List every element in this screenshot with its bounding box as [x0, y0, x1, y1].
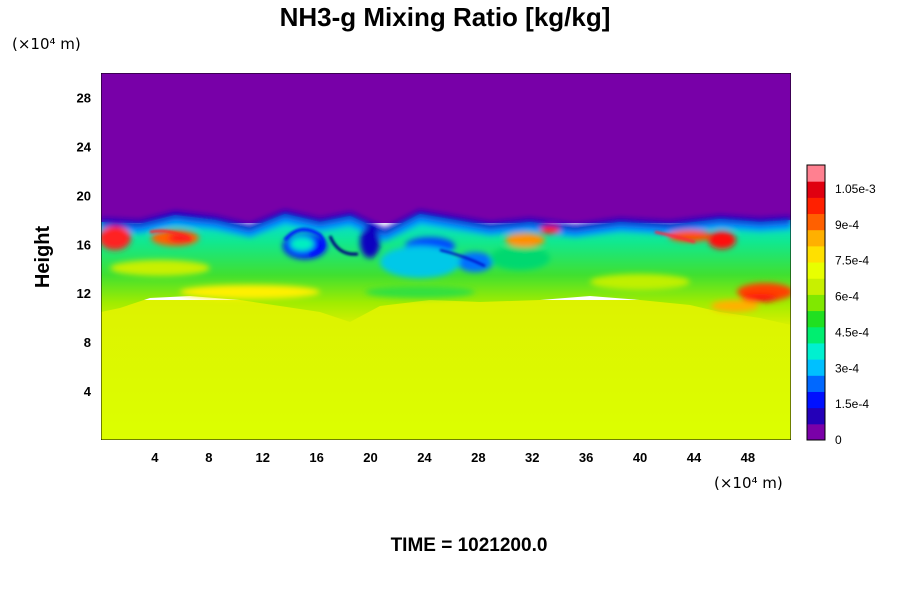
colorbar-tick-label: 3e-4 — [835, 361, 859, 375]
colorbar-tick-label: 1.5e-4 — [835, 397, 869, 411]
colorbar-segment — [807, 165, 825, 182]
x-tick-label: 40 — [633, 450, 647, 465]
colorbar-tick-label: 6e-4 — [835, 290, 859, 304]
y-axis-label: Height — [32, 226, 54, 289]
y-tick-label: 20 — [77, 188, 91, 203]
colorbar-segment — [807, 229, 825, 247]
chart-title: NH3-g Mixing Ratio [kg/kg] — [280, 2, 611, 32]
lower-layer-region — [101, 300, 791, 440]
x-axis-ticks: 4 8 12 16 20 24 28 32 36 40 44 48 — [151, 450, 755, 465]
y-tick-label: 12 — [77, 286, 91, 301]
colorbar-segment — [807, 423, 825, 441]
colorbar-segment — [807, 245, 825, 263]
colorbar-tick-label: 1.05e-3 — [835, 182, 876, 196]
colorbar-segment — [807, 262, 825, 279]
plot-area — [101, 73, 791, 440]
colorbar-segment — [807, 391, 825, 409]
colorbar-segment — [807, 181, 825, 198]
upper-layer-region — [101, 73, 791, 223]
x-tick-label: 32 — [525, 450, 539, 465]
colorbar: 0 1.5e-4 3e-4 4.5e-4 6e-4 7.5e-4 9e-4 1.05e-3 — [806, 164, 876, 447]
colorbar-segment — [807, 213, 825, 231]
colorbar-segment — [807, 197, 825, 215]
x-tick-label: 24 — [417, 450, 432, 465]
x-tick-label: 28 — [471, 450, 485, 465]
y-axis-unit: (×10⁴ m) — [12, 35, 81, 53]
colorbar-segment — [807, 407, 825, 425]
y-tick-label: 28 — [77, 90, 91, 105]
y-tick-label: 4 — [84, 384, 92, 399]
time-label: TIME = 1021200.0 — [391, 535, 548, 556]
x-tick-label: 36 — [579, 450, 593, 465]
colorbar-tick-label: 7.5e-4 — [835, 254, 869, 268]
colorbar-segment — [807, 359, 825, 376]
colorbar-frame — [806, 164, 826, 441]
colorbar-segment — [807, 294, 825, 312]
colorbar-tick-label: 9e-4 — [835, 218, 859, 232]
x-tick-label: 16 — [309, 450, 323, 465]
x-tick-label: 8 — [205, 450, 212, 465]
x-tick-label: 44 — [687, 450, 702, 465]
x-tick-label: 4 — [151, 450, 159, 465]
y-tick-label: 24 — [77, 139, 92, 154]
x-tick-label: 20 — [363, 450, 377, 465]
y-axis-ticks: 4 8 12 16 20 24 28 — [77, 90, 92, 399]
y-tick-label: 16 — [77, 237, 91, 252]
colorbar-tick-label: 4.5e-4 — [835, 325, 869, 339]
colorbar-segment — [807, 278, 825, 295]
x-tick-label: 48 — [741, 450, 755, 465]
colorbar-segment — [807, 326, 825, 344]
colorbar-segment — [807, 375, 825, 392]
colorbar-segment — [807, 342, 825, 360]
y-tick-label: 8 — [84, 335, 91, 350]
colorbar-segment — [807, 310, 825, 328]
x-axis-unit: (×10⁴ m) — [714, 474, 783, 492]
x-tick-label: 12 — [255, 450, 269, 465]
colorbar-tick-label: 0 — [835, 433, 842, 447]
mixing-streaks — [149, 228, 696, 267]
